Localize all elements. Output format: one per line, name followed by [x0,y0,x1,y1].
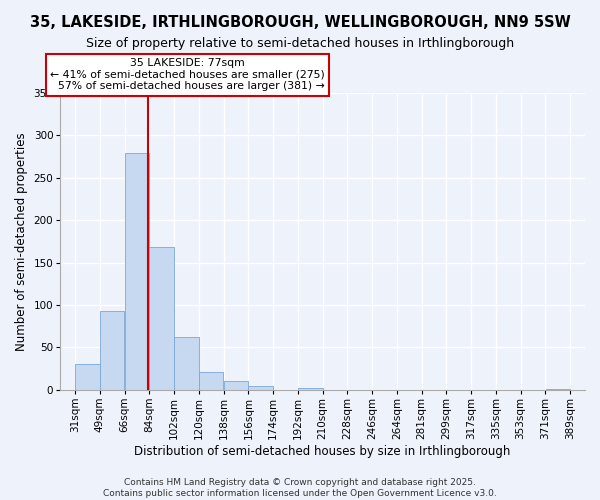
Bar [199,372,223,390]
Bar [75,364,100,390]
Bar [100,311,124,390]
Bar [174,338,199,390]
Bar [298,388,323,390]
Y-axis label: Number of semi-detached properties: Number of semi-detached properties [15,132,28,350]
Text: 35 LAKESIDE: 77sqm
← 41% of semi-detached houses are smaller (275)
  57% of semi: 35 LAKESIDE: 77sqm ← 41% of semi-detache… [50,58,325,91]
X-axis label: Distribution of semi-detached houses by size in Irthlingborough: Distribution of semi-detached houses by … [134,444,511,458]
Text: Contains HM Land Registry data © Crown copyright and database right 2025.
Contai: Contains HM Land Registry data © Crown c… [103,478,497,498]
Bar [248,386,273,390]
Text: Size of property relative to semi-detached houses in Irthlingborough: Size of property relative to semi-detach… [86,38,514,51]
Text: 35, LAKESIDE, IRTHLINGBOROUGH, WELLINGBOROUGH, NN9 5SW: 35, LAKESIDE, IRTHLINGBOROUGH, WELLINGBO… [29,15,571,30]
Bar [149,248,174,390]
Bar [125,153,149,390]
Bar [545,389,570,390]
Bar [224,382,248,390]
